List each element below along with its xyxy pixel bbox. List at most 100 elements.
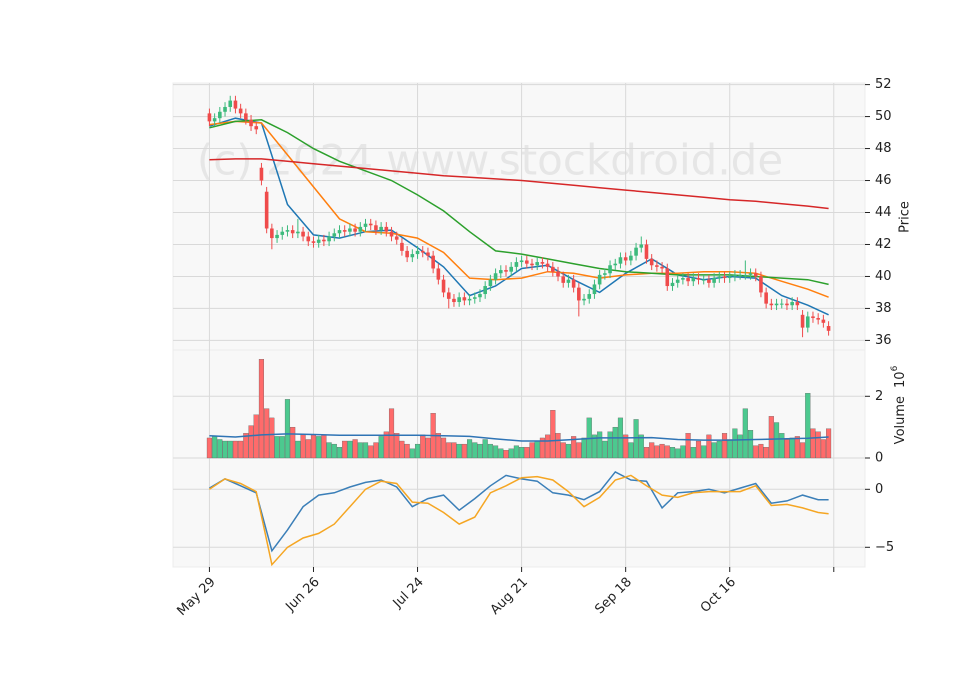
y-tick-label: 36 [875, 333, 892, 348]
candle-body [800, 314, 805, 328]
volume-bar [274, 436, 280, 459]
candle-body [457, 297, 461, 303]
volume-bar [232, 440, 238, 459]
volume-bar [664, 445, 670, 459]
candle-body [332, 233, 337, 237]
volume-bar [258, 359, 265, 459]
volume-bar [368, 445, 374, 459]
candle-body [540, 262, 545, 264]
volume-bar [362, 442, 369, 459]
candle-body [249, 119, 253, 127]
candle-body [634, 247, 638, 256]
volume-bar [519, 447, 525, 459]
candle-body [379, 226, 383, 231]
volume-bar [284, 399, 291, 459]
volume-bar [206, 437, 212, 459]
candle-body [785, 303, 789, 306]
volume-bar [279, 436, 285, 459]
volume-bar [321, 434, 327, 459]
volume-bar [253, 414, 259, 459]
volume-bar [508, 448, 514, 459]
volume-bar [529, 442, 535, 459]
volume-bar [706, 434, 712, 459]
candle-body [270, 228, 274, 239]
candle-body [748, 273, 753, 275]
candle-body [655, 265, 659, 267]
volume-bar [248, 425, 254, 459]
candle-body [649, 258, 654, 266]
volume-label: Volume [893, 396, 908, 444]
y-tick-label: 38 [875, 301, 892, 316]
candle-body [504, 270, 508, 272]
volume-bar [602, 440, 608, 459]
volume-bar [493, 445, 499, 459]
candle-body [519, 260, 524, 263]
series-line [208, 474, 829, 567]
candle-body [426, 252, 430, 256]
candle-body [353, 228, 357, 232]
volume-bar [373, 442, 379, 459]
candle-body [374, 225, 378, 231]
x-tick-label: May 29 [174, 575, 218, 619]
volume-bar [472, 442, 478, 459]
y-tick-label: 2 [875, 389, 883, 404]
volume-bar [669, 447, 676, 459]
volume-bar [628, 442, 634, 459]
candle-body [618, 257, 623, 264]
volume-bar [805, 393, 811, 459]
volume-bar [794, 436, 800, 459]
candle-body [608, 265, 612, 274]
candle-body [358, 226, 363, 232]
volume-bar [826, 428, 832, 459]
candle-body [691, 278, 696, 282]
volume-bar [222, 440, 228, 459]
candle-body [301, 231, 305, 237]
candle-body [483, 286, 487, 295]
volume-bar [217, 439, 223, 459]
y-tick-label: −5 [875, 540, 894, 555]
volume-bar [347, 440, 353, 459]
candle-body [675, 279, 680, 283]
candle-body [306, 236, 311, 242]
candle-body [384, 226, 389, 232]
candle-body [441, 279, 446, 293]
volume-bar [441, 437, 447, 459]
volume-bar [446, 442, 452, 459]
volume-bar [435, 433, 441, 459]
volume-bar [768, 416, 774, 459]
volume-bar [784, 439, 790, 459]
candle-body [368, 223, 373, 226]
volume-bar [690, 447, 696, 459]
volume-bar [487, 443, 493, 459]
volume-bar [456, 443, 462, 459]
y-tick-label: 0 [875, 482, 883, 497]
volume-bar [513, 445, 519, 459]
candle-body [436, 268, 441, 280]
candle-body [805, 316, 810, 328]
candle-body [254, 126, 259, 130]
volume-bar [565, 443, 571, 459]
volume-bar [695, 440, 702, 459]
candle-body [212, 118, 217, 122]
candle-body [587, 294, 592, 299]
volume-bar [336, 447, 343, 459]
y-tick-label: 48 [875, 141, 892, 156]
volume-bar [503, 450, 509, 459]
volume-bar [732, 428, 738, 459]
volume-bar [747, 430, 754, 459]
candle-body [525, 260, 529, 264]
volume-bar [451, 442, 457, 459]
candle-body [753, 273, 758, 277]
volume-bar [763, 447, 769, 459]
candle-body [597, 274, 602, 285]
volume-bar [290, 426, 296, 459]
volume-bar [414, 443, 421, 459]
candle-body [509, 266, 513, 272]
volume-bar [727, 439, 733, 459]
candle-body [733, 274, 737, 277]
candle-body [545, 263, 550, 267]
x-tick-label: Oct 16 [698, 575, 739, 616]
candle-body [603, 273, 607, 275]
candle-body [774, 303, 779, 306]
volume-bar [378, 436, 384, 459]
